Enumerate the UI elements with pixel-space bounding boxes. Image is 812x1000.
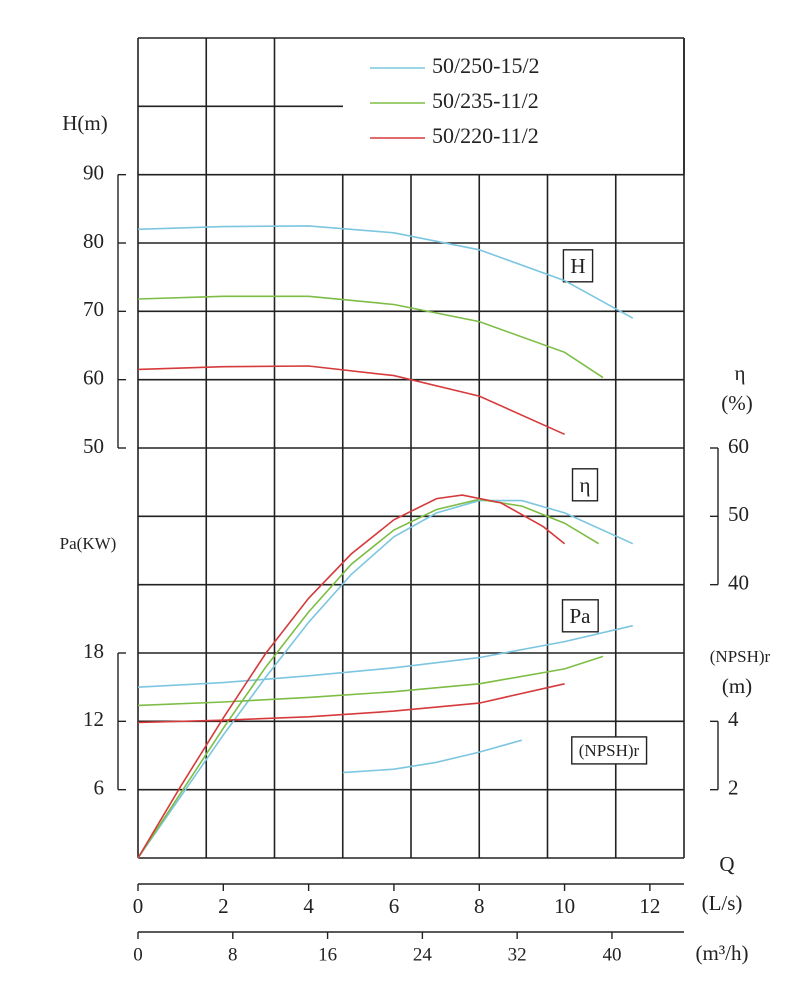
curve [137,494,566,859]
legend-label: 50/235-11/2 [432,88,539,113]
x-axis-unit: (L/s) [702,891,743,915]
x-tick-label: 2 [218,894,229,918]
y-axis-label: H(m) [62,111,108,135]
legend-box [344,39,683,173]
x2-tick-label: 8 [228,944,238,965]
y-tick-label: 50 [83,434,104,458]
y2-axis-label: η [735,361,746,385]
y3-tick-label: 18 [83,639,104,663]
curve-label-box [571,468,599,502]
y2-tick-label: 40 [728,570,749,594]
x-tick-label: 6 [389,894,400,918]
curve [137,683,565,724]
y4-tick-label: 4 [728,707,739,731]
curve [137,295,604,379]
curve-label: Pa [570,604,592,628]
curve-label-box [571,736,648,765]
y4-axis-unit: (m) [722,674,752,698]
x2-tick-label: 40 [602,944,621,965]
x-axis-label: Q [719,852,734,876]
legend-label: 50/220-11/2 [432,123,539,148]
x2-tick-label: 0 [133,944,143,965]
curve [137,365,565,436]
y-tick-label: 90 [83,160,104,184]
y3-tick-label: 12 [83,707,104,731]
y-tick-label: 60 [83,365,104,389]
x2-tick-label: 32 [508,944,527,965]
curve-label-box [561,599,599,633]
x2-tick-label: 16 [318,944,337,965]
x2-tick-label: 24 [413,944,433,965]
curve-label: (NPSH)r [579,741,640,760]
y2-tick-label: 60 [728,434,749,458]
curve [342,739,523,774]
curve [137,498,600,859]
y3-axis-label: Pa(KW) [60,534,117,553]
y2-axis-unit: (%) [721,391,752,415]
x-tick-label: 4 [303,894,314,918]
y-tick-label: 80 [83,229,104,253]
curve [137,499,634,859]
x-tick-label: 8 [474,894,485,918]
curve-label: η [580,473,591,497]
y2-tick-label: 50 [728,502,749,526]
y-tick-label: 70 [83,297,104,321]
curve [137,655,604,707]
legend-label: 50/250-15/2 [432,53,540,78]
x-tick-label: 12 [639,894,660,918]
y3-tick-label: 6 [94,775,105,799]
curve-label: H [570,254,585,278]
y4-axis-label: (NPSH)r [710,647,771,666]
x-tick-label: 0 [133,894,144,918]
curve [137,624,633,688]
y4-tick-label: 2 [728,775,739,799]
x2-axis-unit: (m³/h) [696,941,749,965]
x-tick-label: 10 [554,894,575,918]
curve-label-box [562,249,594,283]
curve [137,225,634,319]
grid [137,37,685,859]
